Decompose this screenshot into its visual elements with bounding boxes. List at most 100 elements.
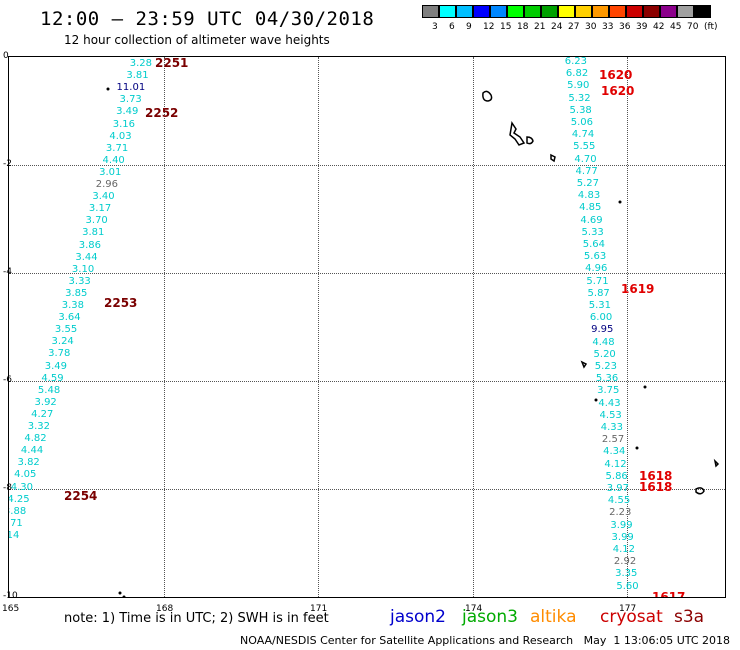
wave-height-value: 5.64 <box>582 239 605 250</box>
wave-height-value: 4.12 <box>612 544 635 555</box>
colorbar-label: 12 <box>483 22 495 32</box>
colorbar-label: 42 <box>653 22 665 32</box>
colorbar-swatch <box>490 5 507 18</box>
x-tick-label: 177 <box>619 604 637 614</box>
time-label: 2251 <box>155 56 189 70</box>
wave-height-value: 4.83 <box>577 190 601 202</box>
colorbar-swatch <box>626 5 643 18</box>
wave-height-value: 6.00 <box>589 312 613 324</box>
gridline-lat-2 <box>9 165 725 166</box>
wave-height-value: 4.27 <box>31 408 54 420</box>
island-dot <box>106 87 110 91</box>
wave-height-value: 3.70 <box>85 215 108 227</box>
wave-height-value: 4.82 <box>24 433 47 445</box>
colorbar-label: 24 <box>551 22 563 32</box>
wave-height-value: 9.95 <box>591 324 614 336</box>
gridline-lon-168 <box>164 57 165 597</box>
wave-height-value: 6.82 <box>565 68 589 80</box>
legend-note: note: 1) Time is in UTC; 2) SWH is in fe… <box>64 611 329 626</box>
gridline-lon-174 <box>473 57 474 597</box>
colorbar-swatch <box>575 5 592 18</box>
island-atoll <box>713 458 720 468</box>
wave-height-value: 3.35 <box>615 568 638 580</box>
wave-height-value: 2.92 <box>613 556 637 568</box>
wave-height-value: 5.71 <box>586 275 609 287</box>
gridline-lat-6 <box>9 381 725 382</box>
wave-height-value: 3.82 <box>17 457 40 469</box>
colorbar-swatch <box>660 5 677 18</box>
colorbar-label: 30 <box>585 22 597 32</box>
island-atoll <box>482 90 493 102</box>
colorbar-label: 36 <box>619 22 631 32</box>
wave-height-value: 4.44 <box>20 445 44 457</box>
gridline-lat-8 <box>9 489 725 490</box>
wave-height-value: 3.10 <box>71 263 95 275</box>
x-tick-label: 171 <box>310 604 328 614</box>
wave-height-value: 4.53 <box>599 409 622 421</box>
wave-height-value: 3.40 <box>92 191 115 203</box>
wave-height-value: 3.33 <box>68 275 91 287</box>
y-tick-label: -6 <box>3 375 12 385</box>
colorbar-swatch <box>558 5 575 18</box>
wave-height-value: 4.77 <box>575 165 598 177</box>
legend-satellite: s3a <box>674 607 705 627</box>
time-label: 1620 <box>599 68 633 82</box>
wave-height-value: 5.55 <box>573 141 596 153</box>
wave-height-value: 3.17 <box>88 203 112 215</box>
colorbar-swatch <box>473 5 490 18</box>
wave-height-value: 3.64 <box>58 312 81 324</box>
wave-height-value: 4.59 <box>41 372 64 384</box>
gridline-lon-177 <box>627 57 628 597</box>
wave-height-value: 5.90 <box>567 80 590 92</box>
island-atoll <box>526 136 534 145</box>
wave-height-value: 4.30 <box>10 481 33 493</box>
x-tick-label: 168 <box>156 604 174 614</box>
island-atoll <box>550 153 556 163</box>
wave-height-value: 4.14 <box>9 529 20 541</box>
wave-height-value: 3.49 <box>116 106 139 118</box>
wave-height-value: 3.99 <box>610 519 633 531</box>
wave-height-value: 4.34 <box>603 446 626 458</box>
wave-height-value: 3.38 <box>61 300 84 311</box>
wave-height-value: 4.12 <box>604 458 627 470</box>
legend-satellite: jason3 <box>462 607 518 627</box>
island-dot <box>594 398 598 402</box>
wave-height-value: 5.87 <box>587 287 610 299</box>
x-tick-label: 174 <box>465 604 483 614</box>
wave-height-value: 2.23 <box>609 507 632 519</box>
wave-height-value: 4.43 <box>598 397 621 409</box>
wave-height-value: 5.63 <box>583 251 607 263</box>
colorbar-swatch <box>524 5 541 18</box>
wave-height-value: 5.33 <box>581 226 604 238</box>
map-subtitle: 12 hour collection of altimeter wave hei… <box>64 33 330 47</box>
colorbar-swatch <box>643 5 660 18</box>
colorbar-label: 9 <box>466 22 472 32</box>
islands-layer <box>106 87 720 597</box>
y-tick-label: -8 <box>3 483 12 493</box>
colorbar-swatch <box>422 5 439 18</box>
time-label: 2253 <box>104 296 138 310</box>
time-label: 2254 <box>64 489 98 503</box>
colorbar-label: 18 <box>517 22 529 32</box>
wave-height-value: 3.16 <box>112 118 135 130</box>
colorbar-label: 6 <box>449 22 455 32</box>
wave-height-value: 4.05 <box>14 469 37 481</box>
colorbar-label: 39 <box>636 22 648 32</box>
wave-height-value: 3.86 <box>78 239 101 251</box>
wave-height-value: 3.85 <box>65 287 88 299</box>
time-label: 1619 <box>621 282 655 296</box>
colorbar-swatch <box>592 5 609 18</box>
wave-height-value: 5.36 <box>595 373 619 385</box>
wave-height-value: 5.32 <box>568 92 591 104</box>
y-tick-label: -4 <box>3 267 12 277</box>
wave-height-value: 3.97 <box>606 483 629 494</box>
wave-height-value: 3.78 <box>48 348 71 360</box>
colorbar-swatch <box>541 5 558 18</box>
colorbar-swatch <box>677 5 694 18</box>
wave-height-value: 3.73 <box>119 94 142 106</box>
time-label: 2252 <box>145 106 179 120</box>
wave-height-value: 3.88 <box>9 505 27 517</box>
colorbar-swatch <box>609 5 626 18</box>
time-label: 1618 <box>639 469 673 483</box>
island-dot <box>618 200 622 204</box>
